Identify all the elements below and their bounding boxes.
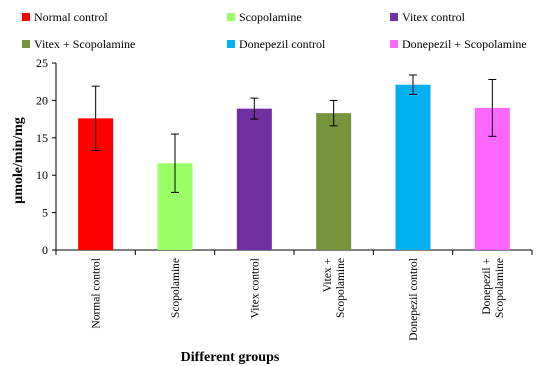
- bar: [395, 84, 431, 250]
- legend-swatch: [227, 13, 235, 21]
- x-category-label: Scopolamine: [170, 258, 182, 318]
- y-tick-label: 25: [36, 56, 48, 70]
- x-category-label: Vitex control: [249, 258, 261, 318]
- x-axis-title: Different groups: [181, 350, 280, 365]
- y-tick-label: 10: [36, 168, 48, 182]
- legend-label: Scopolamine: [239, 10, 302, 24]
- legend-label: Donepezil control: [239, 37, 326, 51]
- y-tick-label: 0: [42, 243, 48, 257]
- legend-swatch: [22, 13, 30, 21]
- legend-swatch: [390, 13, 398, 21]
- x-category-label: Scopolamine: [335, 258, 347, 318]
- x-category-label: Scopolamine: [494, 258, 506, 318]
- y-tick-label: 20: [36, 93, 48, 107]
- legend-label: Vitex + Scopolamine: [34, 37, 135, 51]
- x-category-label: Vitex +: [322, 258, 334, 292]
- legend-swatch: [390, 40, 398, 48]
- y-tick-label: 15: [36, 131, 48, 145]
- y-axis-title: µmole/min/mg: [11, 117, 26, 204]
- x-category-label: Donepezil +: [481, 258, 493, 315]
- bar: [236, 108, 272, 251]
- x-category-label: Donepezil control: [408, 258, 420, 341]
- bar: [316, 113, 352, 250]
- legend-label: Normal control: [34, 10, 108, 24]
- legend-label: Vitex control: [402, 10, 466, 24]
- legend-label: Donepezil + Scopolamine: [402, 37, 527, 51]
- legend-swatch: [227, 40, 235, 48]
- y-tick-label: 5: [42, 206, 48, 220]
- legend-swatch: [22, 40, 30, 48]
- x-category-label: Normal control: [91, 258, 103, 329]
